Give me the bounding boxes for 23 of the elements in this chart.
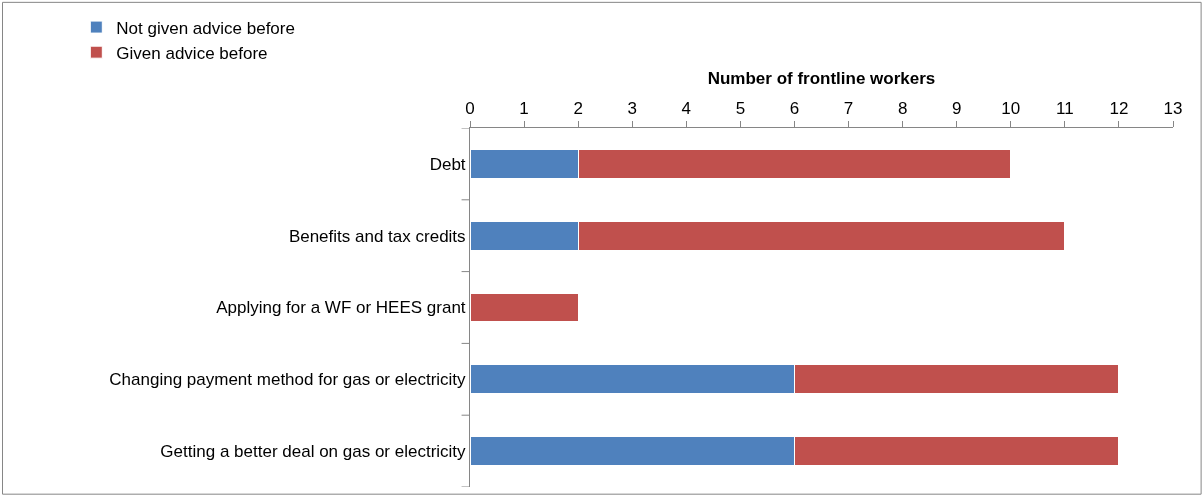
- bar: [470, 292, 579, 323]
- x-tick-label: 3: [627, 99, 637, 119]
- y-tick-label: Applying for a WF or HEES grant: [216, 298, 466, 318]
- y-tick-label: Changing payment method for gas or electricity: [109, 370, 467, 390]
- x-tick-label: 0: [465, 99, 475, 119]
- legend-label: Given advice before: [116, 43, 268, 63]
- x-tick-label: 7: [843, 99, 854, 119]
- x-tick-label: 2: [573, 99, 583, 119]
- y-tick-label: Benefits and tax credits: [288, 226, 466, 246]
- legend-label: Not given advice before: [116, 18, 295, 38]
- y-tick-label: Getting a better deal on gas or electricity: [160, 442, 467, 462]
- x-tick-label: 8: [897, 99, 908, 119]
- x-tick-label: 4: [681, 99, 692, 119]
- x-tick-label: 12: [1109, 99, 1129, 119]
- x-tick-label: 10: [1001, 99, 1021, 119]
- x-axis-title: Number of frontline workers: [707, 68, 936, 88]
- x-tick-label: 9: [951, 99, 962, 119]
- x-tick-label: 11: [1056, 99, 1074, 119]
- x-tick-label: 1: [519, 99, 529, 119]
- x-tick-label: 5: [735, 99, 746, 119]
- x-tick-label: 13: [1163, 99, 1183, 119]
- x-tick-label: 6: [789, 99, 800, 119]
- y-tick-label: Debt: [429, 154, 466, 174]
